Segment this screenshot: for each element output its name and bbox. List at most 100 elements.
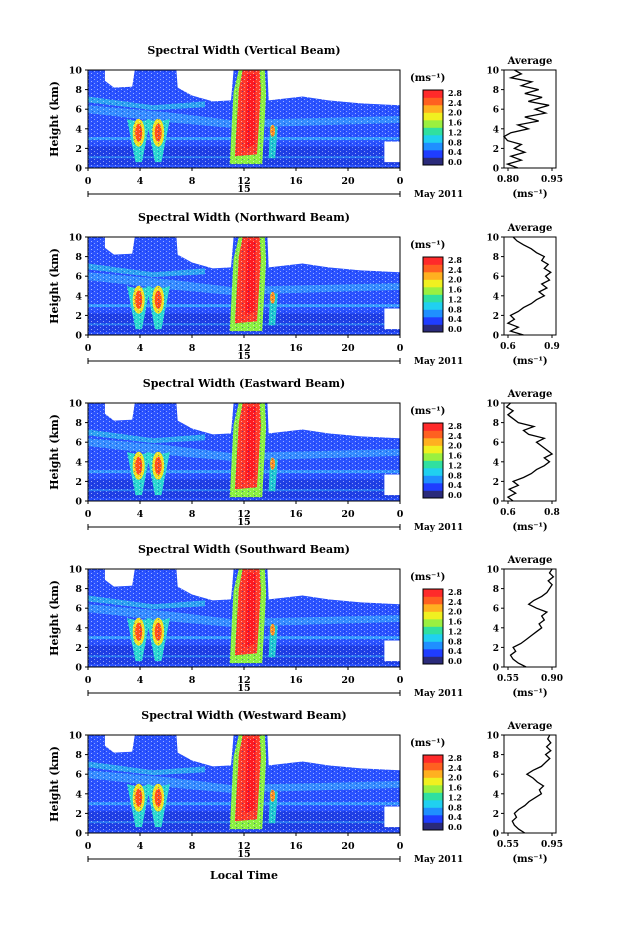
colorbar-tick-label: 2.8 bbox=[448, 88, 462, 98]
colorbar-swatch bbox=[423, 475, 443, 484]
y-tick-label: 6 bbox=[75, 105, 82, 116]
colorbar-tick-label: 1.6 bbox=[448, 783, 462, 793]
average-x-tick-label: 0.6 bbox=[500, 342, 516, 352]
gap-region bbox=[176, 735, 234, 767]
average-y-tick-label: 10 bbox=[486, 67, 499, 77]
colorbar-swatch bbox=[423, 604, 443, 612]
colorbar-swatch bbox=[423, 460, 443, 469]
colorbar: (ms⁻¹) 0.00.40.81.21.62.02.42.8 bbox=[410, 73, 462, 167]
day-label: 15 bbox=[237, 683, 250, 694]
y-tick-label: 8 bbox=[75, 85, 82, 96]
x-tick-label: 0 bbox=[397, 343, 404, 354]
x-axis-label: Local Time bbox=[210, 869, 278, 882]
gap-region bbox=[176, 403, 234, 435]
x-tick-label: 16 bbox=[289, 509, 303, 520]
y-axis-label: Height (km) bbox=[48, 81, 61, 157]
x-tick-label: 20 bbox=[341, 675, 355, 686]
average-profile: Average 0 2 4 6 8 10 0.80 0.95 (ms⁻¹) bbox=[486, 56, 562, 200]
colorbar-tick-label: 2.0 bbox=[448, 275, 462, 285]
colorbar-tick-label: 1.2 bbox=[448, 626, 462, 636]
colorbar-swatch bbox=[423, 762, 443, 771]
gap-region bbox=[104, 403, 135, 421]
colorbar-tick-label: 2.8 bbox=[448, 753, 462, 763]
y-tick-label: 10 bbox=[69, 399, 83, 410]
colorbar-unit: (ms⁻¹) bbox=[410, 406, 445, 417]
colorbar-tick-label: 2.4 bbox=[448, 763, 462, 773]
average-frame bbox=[503, 734, 557, 834]
x-tick-label: 8 bbox=[189, 343, 196, 354]
y-tick-label: 8 bbox=[75, 750, 82, 761]
date-label: May 2011 bbox=[414, 855, 463, 865]
colorbar-swatch bbox=[423, 135, 443, 143]
x-tick-label: 20 bbox=[341, 176, 355, 187]
heatmap bbox=[87, 402, 401, 502]
x-tick-label: 0 bbox=[397, 176, 404, 187]
date-label: May 2011 bbox=[414, 357, 463, 367]
average-x-tick-label: 0.55 bbox=[497, 840, 519, 850]
y-tick-label: 8 bbox=[75, 418, 82, 429]
y-tick-label: 2 bbox=[75, 311, 82, 322]
panel-title: Spectral Width (Westward Beam) bbox=[141, 709, 346, 722]
y-tick-label: 0 bbox=[75, 164, 82, 175]
average-y-tick-label: 2 bbox=[493, 478, 499, 488]
colorbar-swatch bbox=[423, 777, 443, 786]
colorbar-swatch bbox=[423, 423, 443, 431]
colorbar-swatch bbox=[423, 257, 443, 265]
date-label: May 2011 bbox=[414, 190, 463, 200]
x-tick-label: 8 bbox=[189, 176, 196, 187]
x-tick-label: 16 bbox=[289, 176, 303, 187]
x-tick-label: 12 bbox=[237, 176, 250, 187]
colorbar-tick-label: 2.4 bbox=[448, 98, 462, 108]
average-y-tick-label: 0 bbox=[493, 498, 499, 508]
colorbar-tick-label: 2.4 bbox=[448, 597, 462, 607]
date-label: May 2011 bbox=[414, 689, 463, 699]
x-tick-label: 0 bbox=[85, 176, 92, 187]
colorbar-swatch bbox=[423, 264, 443, 273]
y-tick-label: 8 bbox=[75, 584, 82, 595]
panel-title: Spectral Width (Northward Beam) bbox=[138, 211, 350, 224]
average-profile: Average 0 2 4 6 8 10 0.6 0.9 (ms⁻¹) bbox=[486, 223, 559, 367]
gap-region bbox=[176, 70, 234, 102]
colorbar-frame bbox=[422, 588, 444, 665]
colorbar-swatch bbox=[423, 317, 443, 325]
x-tick-label: 12 bbox=[237, 841, 250, 852]
colorbar-swatch bbox=[423, 127, 443, 136]
y-tick-label: 0 bbox=[75, 663, 82, 674]
gap-region bbox=[384, 806, 400, 828]
heatmap bbox=[87, 568, 401, 668]
average-frame bbox=[503, 568, 557, 668]
average-title: Average bbox=[507, 389, 553, 400]
average-x-tick-label: 0.80 bbox=[497, 175, 519, 185]
gap-region bbox=[104, 70, 135, 88]
y-tick-label: 6 bbox=[75, 272, 82, 283]
colorbar-tick-label: 2.8 bbox=[448, 421, 462, 431]
colorbar-swatch bbox=[423, 324, 443, 333]
average-y-tick-label: 0 bbox=[493, 830, 499, 840]
colorbar-swatch bbox=[423, 157, 443, 166]
colorbar-unit: (ms⁻¹) bbox=[410, 738, 445, 749]
average-y-tick-label: 6 bbox=[493, 605, 499, 615]
average-x-label: (ms⁻¹) bbox=[512, 189, 547, 200]
y-tick-label: 2 bbox=[75, 477, 82, 488]
colorbar: (ms⁻¹) 0.00.40.81.21.62.02.42.8 bbox=[410, 572, 462, 666]
average-x-label: (ms⁻¹) bbox=[512, 688, 547, 699]
y-tick-label: 10 bbox=[69, 731, 83, 742]
gap-region bbox=[267, 70, 400, 106]
average-line bbox=[511, 734, 552, 834]
colorbar-swatch bbox=[423, 641, 443, 650]
x-tick-label: 0 bbox=[397, 509, 404, 520]
colorbar-tick-label: 0.0 bbox=[448, 656, 462, 666]
x-tick-label: 12 bbox=[237, 675, 250, 686]
y-tick-label: 10 bbox=[69, 66, 83, 77]
colorbar-tick-label: 0.0 bbox=[448, 822, 462, 832]
y-axis-label: Height (km) bbox=[48, 248, 61, 324]
y-tick-label: 0 bbox=[75, 829, 82, 840]
average-frame bbox=[503, 236, 557, 336]
average-y-tick-label: 8 bbox=[493, 253, 499, 263]
panel-5: Spectral Width (Westward Beam) 0 2 4 6 8 10 Hei… bbox=[48, 709, 563, 865]
colorbar-unit: (ms⁻¹) bbox=[410, 240, 445, 251]
y-tick-label: 4 bbox=[75, 291, 82, 302]
colorbar-swatch bbox=[423, 822, 443, 831]
day-label: 15 bbox=[237, 849, 250, 860]
